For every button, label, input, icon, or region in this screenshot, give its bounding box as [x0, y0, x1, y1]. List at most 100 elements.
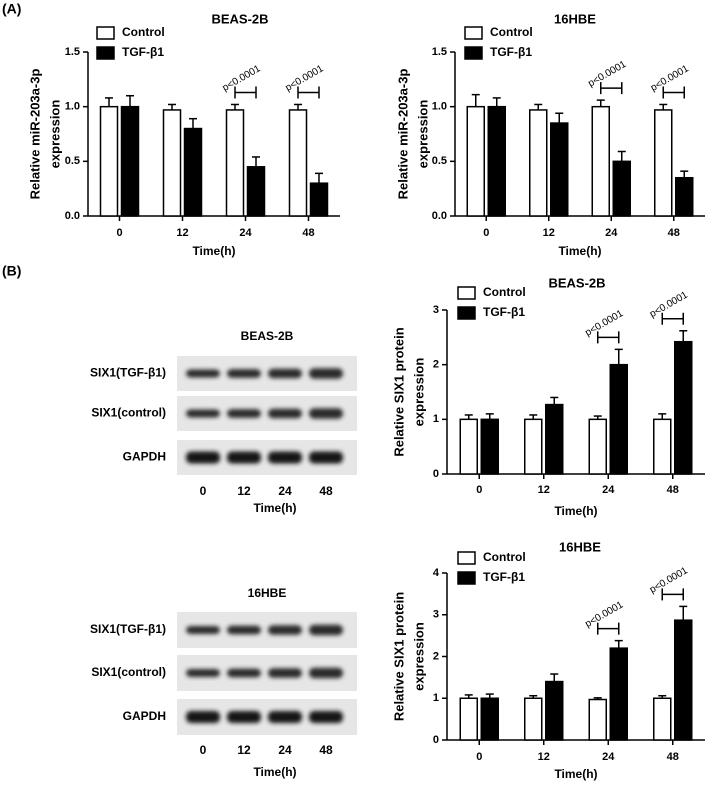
blot-row-label: SIX1(control) [91, 406, 166, 420]
blot-band [268, 368, 302, 379]
blot-row-label: GAPDH [123, 709, 166, 723]
x-tick-label: 12 [176, 227, 188, 239]
blot-x-label: Time(h) [253, 501, 296, 515]
x-tick-label: 0 [116, 227, 122, 239]
bar [487, 105, 506, 217]
bar [550, 122, 569, 217]
bar [609, 647, 628, 741]
y-tick-label: 0.5 [65, 155, 80, 167]
y-tick-label: 0.5 [432, 155, 447, 167]
y-tick-label: 3 [433, 304, 439, 316]
lane-label: 12 [237, 743, 251, 757]
lane-label: 48 [319, 743, 333, 757]
lane-label: 12 [237, 484, 251, 498]
blot-band [227, 625, 261, 635]
chart-title: BEAS-2B [548, 275, 605, 290]
blot-band [268, 408, 302, 419]
x-axis-label: Time(h) [558, 244, 601, 258]
bar [183, 127, 203, 217]
x-tick-label: 48 [667, 484, 679, 496]
bar [120, 105, 140, 217]
bar [480, 697, 499, 741]
y-tick-label: 2 [433, 650, 439, 662]
x-tick-label: 48 [302, 227, 314, 239]
bar [545, 680, 564, 741]
x-tick-label: 24 [239, 227, 252, 239]
legend-label: Control [483, 285, 526, 299]
blot-row-label: SIX1(TGF-β1) [90, 366, 166, 380]
y-axis-label: expression [411, 358, 426, 427]
bar [288, 109, 308, 217]
blot-band [309, 408, 343, 419]
bar [246, 166, 266, 217]
x-tick-label: 48 [667, 751, 679, 763]
lane-label: 0 [200, 484, 207, 498]
y-tick-label: 1 [433, 413, 439, 425]
blot-band [309, 624, 343, 636]
blot-band [227, 668, 261, 678]
blot-band [227, 369, 261, 378]
blot-band [186, 711, 220, 723]
blot-row-label: SIX1(control) [91, 665, 166, 679]
y-tick-label: 4 [433, 567, 440, 579]
blot-band [186, 669, 220, 677]
lane-label: 0 [200, 743, 207, 757]
legend-label: TGF-β1 [490, 45, 532, 59]
bar [545, 403, 564, 475]
blot-band [309, 667, 343, 679]
bar [309, 182, 329, 217]
blot-band [186, 409, 220, 418]
lane-label: 48 [319, 484, 333, 498]
blot-title: BEAS-2B [241, 329, 294, 343]
chart-title: BEAS-2B [211, 11, 268, 26]
bar [524, 697, 543, 741]
chart-title: 16HBE [559, 539, 601, 554]
legend-swatch [96, 46, 115, 60]
bar [674, 340, 693, 475]
legend-swatch [96, 26, 115, 40]
x-axis-label: Time(h) [554, 504, 597, 518]
x-tick-label: 0 [476, 484, 482, 496]
legend-swatch [464, 26, 483, 40]
y-tick-label: 2 [433, 359, 439, 371]
x-tick-label: 48 [668, 227, 680, 239]
legend-swatch [457, 551, 476, 565]
x-tick-label: 12 [538, 484, 550, 496]
bar [588, 418, 607, 475]
bar [588, 698, 607, 741]
y-tick-label: 0 [433, 734, 439, 746]
blot-band [268, 668, 302, 678]
y-tick-label: 1.5 [432, 46, 447, 58]
legend-label: TGF-β1 [483, 570, 525, 584]
x-tick-label: 24 [602, 751, 615, 763]
y-axis-label: Relative SIX1 protein [391, 327, 406, 456]
blot-band [309, 451, 343, 464]
legend-label: Control [483, 550, 526, 564]
y-tick-label: 0.0 [432, 210, 447, 222]
x-tick-label: 0 [483, 227, 489, 239]
x-tick-label: 12 [543, 227, 555, 239]
x-tick-label: 12 [538, 751, 550, 763]
blot-band [309, 368, 343, 379]
y-tick-label: 1 [433, 692, 439, 704]
y-axis-label: Relative miR-203a-3p [395, 69, 410, 200]
x-tick-label: 0 [476, 751, 482, 763]
x-axis-label: Time(h) [192, 244, 235, 258]
blot-band [227, 711, 261, 723]
legend-label: TGF-β1 [122, 45, 164, 59]
blot-band [309, 711, 343, 723]
blot-band [227, 409, 261, 418]
x-axis-label: Time(h) [554, 767, 597, 781]
bar [466, 105, 485, 217]
bar [674, 619, 693, 741]
y-tick-label: 1.5 [65, 46, 80, 58]
bar [529, 109, 548, 217]
y-tick-label: 3 [433, 609, 439, 621]
bar [459, 418, 478, 475]
legend-swatch [457, 306, 476, 320]
bar [609, 363, 628, 475]
bar [459, 697, 478, 741]
blot-x-label: Time(h) [253, 765, 296, 779]
legend-label: Control [122, 25, 165, 39]
